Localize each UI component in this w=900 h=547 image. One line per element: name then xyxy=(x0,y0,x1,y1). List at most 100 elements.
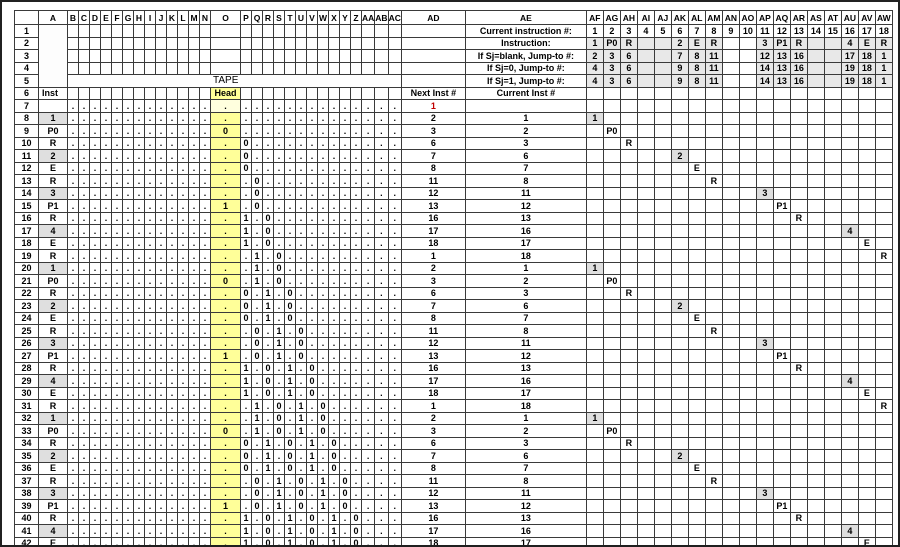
column-header-AT[interactable]: AT xyxy=(823,10,842,25)
empty-cell[interactable] xyxy=(602,486,621,500)
tape-cell[interactable]: . xyxy=(67,111,79,125)
tape-cell[interactable]: . xyxy=(188,436,200,450)
empty-cell[interactable] xyxy=(721,86,740,100)
instruction-value-cell[interactable]: 1 xyxy=(874,49,893,63)
tape-cell[interactable]: . xyxy=(199,436,211,450)
tape-cell[interactable]: . xyxy=(89,186,101,200)
empty-cell[interactable] xyxy=(704,286,723,300)
tape-cell[interactable]: 1 xyxy=(284,374,296,388)
empty-cell[interactable] xyxy=(602,524,621,538)
tape-cell[interactable]: . xyxy=(251,449,263,463)
empty-cell[interactable] xyxy=(704,436,723,450)
empty-cell[interactable] xyxy=(840,161,859,175)
empty-cell[interactable] xyxy=(687,111,706,125)
tape-cell[interactable]: . xyxy=(188,174,200,188)
tape-cell[interactable]: . xyxy=(240,186,252,200)
tape-cell[interactable]: . xyxy=(133,186,145,200)
tape-cell[interactable]: . xyxy=(262,399,274,413)
empty-cell[interactable] xyxy=(670,311,689,325)
tape-cell[interactable]: . xyxy=(89,311,101,325)
tape-cell[interactable]: . xyxy=(306,199,318,213)
tape-cell[interactable]: . xyxy=(295,124,307,138)
empty-cell[interactable] xyxy=(772,474,791,488)
tape-cell[interactable]: . xyxy=(78,349,90,363)
empty-cell[interactable] xyxy=(874,161,893,175)
empty-cell[interactable] xyxy=(874,336,893,350)
empty-cell[interactable] xyxy=(772,136,791,150)
tape-cell[interactable]: . xyxy=(199,174,211,188)
empty-cell[interactable] xyxy=(789,186,808,200)
tape-cell[interactable]: . xyxy=(350,349,362,363)
empty-cell[interactable] xyxy=(360,49,376,63)
tape-cell[interactable]: . xyxy=(360,324,376,338)
empty-cell[interactable] xyxy=(585,286,604,300)
empty-cell[interactable] xyxy=(687,424,706,438)
tape-cell[interactable]: . xyxy=(328,274,340,288)
empty-cell[interactable] xyxy=(585,186,604,200)
tape-cell[interactable]: . xyxy=(306,349,318,363)
tape-cell[interactable]: . xyxy=(111,511,123,525)
tape-cell[interactable]: 0 xyxy=(306,374,318,388)
empty-cell[interactable] xyxy=(284,36,296,50)
tape-cell[interactable]: . xyxy=(328,149,340,163)
tape-cell[interactable]: . xyxy=(350,174,362,188)
tape-cell[interactable]: . xyxy=(387,311,402,325)
tape-cell[interactable]: . xyxy=(78,124,90,138)
empty-cell[interactable] xyxy=(840,199,859,213)
empty-cell[interactable] xyxy=(317,86,329,100)
tape-head-cell[interactable]: 0 xyxy=(210,124,241,138)
tape-cell[interactable]: . xyxy=(188,474,200,488)
empty-cell[interactable] xyxy=(636,524,655,538)
tape-cell[interactable]: . xyxy=(67,311,79,325)
instruction-value-cell[interactable]: 18 xyxy=(857,74,876,88)
tape-cell[interactable]: . xyxy=(133,199,145,213)
tape-cell[interactable]: . xyxy=(177,399,189,413)
tape-cell[interactable]: . xyxy=(177,336,189,350)
tape-cell[interactable]: . xyxy=(188,361,200,375)
tape-cell[interactable]: . xyxy=(111,399,123,413)
empty-cell[interactable] xyxy=(374,49,389,63)
empty-cell[interactable] xyxy=(806,336,825,350)
empty-cell[interactable] xyxy=(840,274,859,288)
tape-cell[interactable]: . xyxy=(78,111,90,125)
empty-cell[interactable] xyxy=(670,174,689,188)
tape-cell[interactable]: 0 xyxy=(251,486,263,500)
tape-cell[interactable]: . xyxy=(166,136,178,150)
tape-cell[interactable]: 1 xyxy=(295,399,307,413)
empty-cell[interactable] xyxy=(273,86,285,100)
empty-cell[interactable] xyxy=(653,536,672,545)
tape-cell[interactable]: . xyxy=(122,386,134,400)
tape-cell[interactable]: . xyxy=(100,524,112,538)
tape-cell[interactable]: . xyxy=(188,374,200,388)
instruction-value-cell[interactable]: 9 xyxy=(670,74,689,88)
empty-cell[interactable] xyxy=(721,524,740,538)
tape-cell[interactable]: . xyxy=(350,261,362,275)
empty-cell[interactable] xyxy=(619,199,638,213)
empty-cell[interactable] xyxy=(857,149,876,163)
tape-cell[interactable]: . xyxy=(360,236,376,250)
tape-cell[interactable]: . xyxy=(374,261,389,275)
tape-cell[interactable]: . xyxy=(133,224,145,238)
tape-cell[interactable]: 0 xyxy=(273,274,285,288)
row-header[interactable]: 25 xyxy=(14,324,39,338)
next-inst-cell[interactable]: 7 xyxy=(400,149,466,163)
empty-cell[interactable] xyxy=(619,449,638,463)
tape-cell[interactable]: . xyxy=(328,374,340,388)
empty-cell[interactable] xyxy=(585,199,604,213)
empty-cell[interactable] xyxy=(653,236,672,250)
inst-cell[interactable]: P1 xyxy=(38,199,68,213)
tape-cell[interactable]: . xyxy=(284,249,296,263)
row-header[interactable]: 24 xyxy=(14,311,39,325)
tape-cell[interactable]: . xyxy=(240,486,252,500)
tape-cell[interactable]: . xyxy=(262,111,274,125)
tape-cell[interactable]: . xyxy=(339,149,351,163)
empty-cell[interactable] xyxy=(619,374,638,388)
tape-cell[interactable]: . xyxy=(339,386,351,400)
marker-cell[interactable]: 1 xyxy=(585,261,604,275)
tape-cell[interactable]: . xyxy=(122,399,134,413)
column-header-AI[interactable]: AI xyxy=(636,10,655,25)
tape-cell[interactable]: . xyxy=(273,111,285,125)
empty-cell[interactable] xyxy=(874,511,893,525)
empty-cell[interactable] xyxy=(177,24,189,38)
empty-cell[interactable] xyxy=(670,124,689,138)
